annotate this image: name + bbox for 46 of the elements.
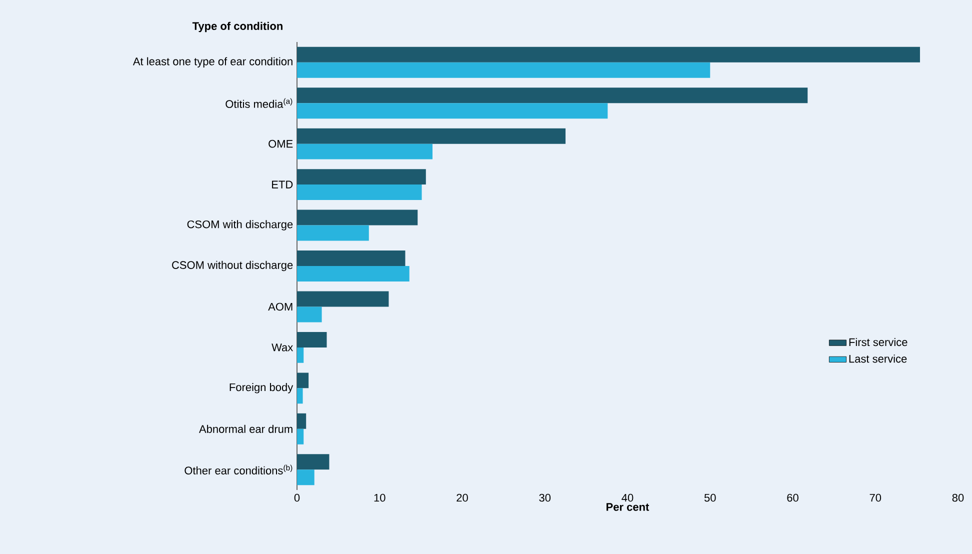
bar xyxy=(297,372,309,388)
y-tick-label: CSOM without discharge xyxy=(172,260,293,272)
bar xyxy=(297,454,330,470)
y-tick-label: OME xyxy=(268,140,293,148)
bar xyxy=(297,144,433,160)
bar xyxy=(297,306,322,322)
y-tick-label: Wax xyxy=(272,344,294,352)
x-tick-label: 10 xyxy=(374,494,386,502)
bar xyxy=(297,470,314,486)
y-tick-label: Abnormal ear drum xyxy=(199,424,292,433)
bar xyxy=(297,388,303,404)
bar xyxy=(297,62,710,78)
y-tick-label: Other ear conditions$^{(b)}$ xyxy=(184,464,292,474)
bar xyxy=(297,103,608,119)
bar xyxy=(297,169,426,185)
x-tick-label: 40 xyxy=(622,494,634,502)
x-axis-title: Per cent xyxy=(606,503,650,511)
bar xyxy=(297,184,422,200)
y-tick-label: AOM xyxy=(268,302,292,311)
bar xyxy=(297,210,418,226)
x-tick-label: 20 xyxy=(456,494,468,502)
x-tick-label: 70 xyxy=(870,494,882,502)
bar xyxy=(297,46,920,62)
bar xyxy=(297,332,327,348)
y-tick-label: At least one type of ear condition xyxy=(132,57,292,68)
y-axis-title: Type of condition xyxy=(192,22,282,32)
bar xyxy=(297,291,389,307)
legend-label: First service xyxy=(849,338,908,346)
y-tick-label: ETD xyxy=(272,180,293,188)
x-tick-label: 60 xyxy=(787,494,798,502)
y-tick-label: CSOM with discharge xyxy=(187,220,293,230)
x-tick-label: 50 xyxy=(704,494,716,502)
x-tick-label: 30 xyxy=(539,494,551,502)
y-tick-label: Foreign body xyxy=(230,383,294,394)
bar xyxy=(297,347,304,363)
bar xyxy=(297,88,808,104)
bar xyxy=(297,225,369,241)
bar xyxy=(297,128,566,144)
y-tick-label: Otitis media$^{(a)}$ xyxy=(226,98,292,108)
bar xyxy=(297,266,410,282)
x-tick-label: 0 xyxy=(294,494,300,502)
bar xyxy=(297,428,304,444)
bar xyxy=(297,250,406,266)
bar xyxy=(297,413,306,429)
legend-label: Last service xyxy=(849,354,907,363)
x-tick-label: 80 xyxy=(952,494,964,502)
